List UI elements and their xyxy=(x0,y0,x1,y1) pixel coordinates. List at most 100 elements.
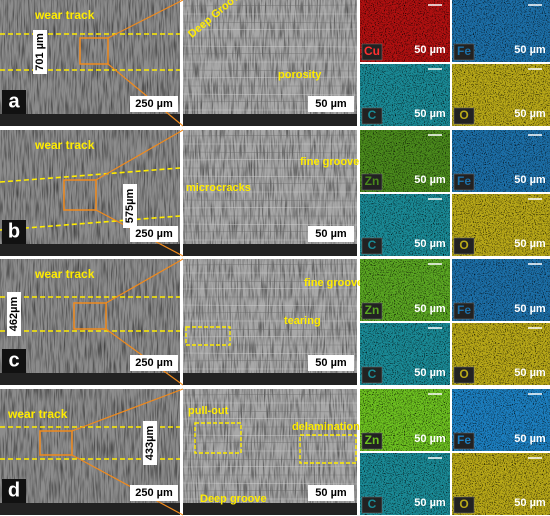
map-scale: 50 µm xyxy=(514,238,546,250)
scale-detail: 50 µm xyxy=(315,228,347,240)
scale-box xyxy=(130,485,178,501)
map-scale: 50 µm xyxy=(514,174,546,186)
scale-box xyxy=(308,96,354,112)
scale-overview: 250 µm xyxy=(135,98,173,110)
element-label: C xyxy=(368,497,377,511)
scale-box xyxy=(308,485,354,501)
groove xyxy=(182,151,358,154)
info-bar xyxy=(0,373,180,385)
groove xyxy=(182,280,358,283)
track-width: 701 µm xyxy=(34,33,46,71)
scale-box xyxy=(308,226,354,242)
element-label: Cu xyxy=(364,44,380,58)
zoom-line xyxy=(95,129,184,181)
groove xyxy=(182,21,358,24)
map-scale: 50 µm xyxy=(514,497,546,509)
track-width: 462µm xyxy=(8,297,20,332)
element-label: Fe xyxy=(457,174,471,188)
annotation: tearing xyxy=(284,315,321,327)
element-box xyxy=(453,107,475,125)
element-box xyxy=(453,366,475,384)
map-scale: 50 µm xyxy=(414,303,446,315)
element-box xyxy=(361,496,383,514)
element-box xyxy=(361,43,383,61)
groove xyxy=(182,410,358,413)
element-box xyxy=(361,107,383,125)
groove xyxy=(182,304,358,307)
track-edge xyxy=(0,215,181,231)
groove xyxy=(182,134,358,137)
map-scale: 50 µm xyxy=(514,44,546,56)
element-label: Zn xyxy=(365,433,380,447)
element-label: O xyxy=(459,108,468,122)
element-label: C xyxy=(368,367,377,381)
groove xyxy=(182,328,358,331)
groove xyxy=(182,352,358,355)
groove xyxy=(182,199,358,202)
groove xyxy=(182,465,358,468)
map-scale: 50 µm xyxy=(514,303,546,315)
highlight xyxy=(299,434,357,464)
annotation: porosity xyxy=(278,69,322,81)
groove xyxy=(182,287,358,290)
scale-overview: 250 µm xyxy=(135,228,173,240)
zoom-box xyxy=(39,430,73,456)
highlight xyxy=(194,422,242,454)
scale-overview: 250 µm xyxy=(135,487,173,499)
groove xyxy=(182,335,358,338)
element-label: Fe xyxy=(457,303,471,317)
map-scale: 50 µm xyxy=(414,174,446,186)
element-box xyxy=(361,366,383,384)
element-label: Fe xyxy=(457,44,471,58)
element-label: Fe xyxy=(457,433,471,447)
info-bar xyxy=(0,244,180,256)
groove xyxy=(182,417,358,420)
groove xyxy=(182,45,358,48)
annotation: pull-out xyxy=(188,405,229,417)
map-scale: 50 µm xyxy=(414,433,446,445)
info-bar xyxy=(183,373,357,385)
track-width: 433µm xyxy=(144,426,156,461)
groove xyxy=(182,311,358,314)
panel-label: d xyxy=(8,479,20,501)
panel-label: b xyxy=(8,220,20,242)
width-box xyxy=(123,184,137,228)
panel-label-box xyxy=(2,349,26,373)
map-scale: 50 µm xyxy=(414,497,446,509)
scale-box xyxy=(130,96,178,112)
element-box xyxy=(361,432,383,450)
zoom-line xyxy=(107,63,184,127)
annotation: microcracks xyxy=(186,182,251,194)
groove xyxy=(182,28,358,31)
annotation: fine grooves xyxy=(300,156,365,168)
panel-label: a xyxy=(8,90,20,112)
info-bar xyxy=(0,503,180,515)
groove xyxy=(182,458,358,461)
scale-overview: 250 µm xyxy=(135,357,173,369)
groove xyxy=(182,93,358,96)
element-box xyxy=(453,43,475,61)
element-box xyxy=(453,237,475,255)
zoom-box xyxy=(79,37,109,65)
map-scale: 50 µm xyxy=(514,108,546,120)
element-box xyxy=(453,302,475,320)
map-scale: 50 µm xyxy=(414,44,446,56)
groove xyxy=(182,182,358,185)
wear-track-label: wear track xyxy=(7,407,68,421)
zoom-box xyxy=(63,179,97,211)
annotation: fine grooves xyxy=(304,277,369,289)
zoom-box xyxy=(73,302,107,330)
width-box xyxy=(7,292,21,336)
element-label: O xyxy=(459,367,468,381)
groove xyxy=(182,393,358,396)
groove xyxy=(182,441,358,444)
panel-label-box xyxy=(2,479,26,503)
panel-label-box xyxy=(2,90,26,114)
element-box xyxy=(361,237,383,255)
scale-box xyxy=(130,355,178,371)
wear-track-label: wear track xyxy=(34,138,95,152)
info-bar xyxy=(0,114,180,126)
track-edge xyxy=(0,167,181,183)
element-label: C xyxy=(368,108,377,122)
